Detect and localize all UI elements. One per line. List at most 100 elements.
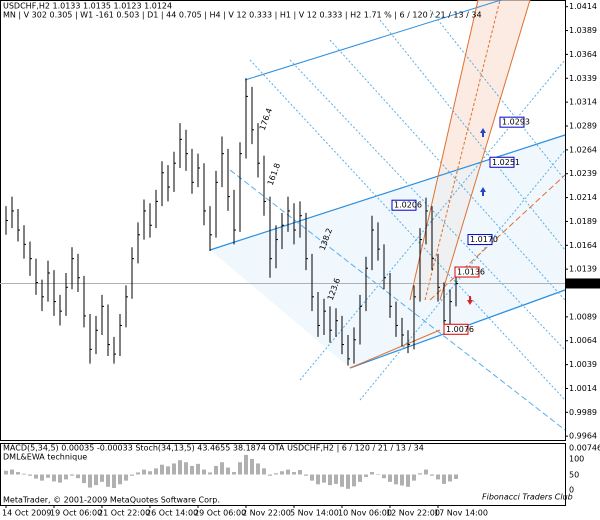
macd-bar	[22, 473, 26, 475]
fan-line	[409, 0, 479, 301]
price-label: 1.0206	[394, 201, 422, 210]
macd-bar	[100, 474, 104, 482]
y-tick-label: 1.0039	[569, 360, 597, 369]
y-tick-label: 1.0164	[569, 241, 597, 250]
y-tick-label: 1.0264	[569, 145, 597, 154]
channel-line	[244, 0, 503, 81]
macd-bar	[106, 474, 110, 487]
macd-bar	[436, 474, 440, 480]
macd-bar	[178, 460, 182, 475]
macd-bar	[46, 474, 50, 478]
macd-bar	[274, 473, 278, 475]
macd-bar	[322, 474, 326, 483]
macd-bar	[304, 474, 308, 476]
macd-bar	[406, 474, 410, 487]
indicator-axis-label: 50	[569, 471, 579, 480]
macd-bar	[52, 474, 56, 482]
macd-bar	[244, 454, 248, 475]
macd-bar	[124, 474, 128, 481]
macd-bar	[232, 472, 236, 475]
current-price-label: 1.0124	[569, 279, 597, 288]
macd-bar	[34, 474, 38, 479]
fan-line	[349, 329, 441, 369]
macd-bar	[376, 474, 380, 475]
macd-bar	[118, 474, 122, 485]
macd-bar	[220, 462, 224, 475]
x-tick-label: 5 Nov 14:00	[290, 509, 339, 518]
macd-bar	[268, 474, 272, 476]
indicator-frame	[0, 443, 566, 506]
indicator-axis-label: 0.00746	[569, 444, 600, 453]
indicator-axis-label: 0	[569, 486, 574, 495]
macd-bar	[94, 474, 98, 486]
subheader: MN | V 302 0.305 | W1 -161 0.503 | D1 | …	[3, 11, 482, 20]
y-tick-label: 1.0414	[569, 2, 597, 11]
macd-bar	[184, 462, 188, 475]
x-tick-label: 12 Nov 22:00	[386, 509, 440, 518]
arrow-up	[480, 187, 486, 196]
x-tick-label: 17 Nov 14:00	[434, 509, 488, 518]
y-tick-label: 1.0089	[569, 312, 597, 321]
drawing-tools	[209, 0, 566, 431]
fan-line	[439, 0, 531, 301]
y-tick-label: 0.9964	[569, 432, 597, 441]
main-frame	[0, 0, 566, 441]
macd-bar	[280, 471, 284, 475]
y-tick-label: 1.0314	[569, 98, 597, 107]
price-label: 1.0251	[492, 158, 520, 167]
macd-bar	[346, 474, 350, 489]
macd-bar	[256, 463, 260, 475]
dashed-line	[249, 59, 566, 401]
macd-bar	[58, 474, 62, 483]
macd-bar	[238, 462, 242, 475]
price-label: 1.0170	[470, 235, 498, 244]
macd-bar	[16, 472, 20, 475]
y-tick-label: 1.0139	[569, 265, 597, 274]
macd-bar	[142, 469, 146, 475]
macd-bar	[112, 474, 116, 488]
macd-bar	[430, 474, 434, 476]
y-tick-label: 1.0014	[569, 384, 597, 393]
macd-bar	[286, 469, 290, 475]
y-tick-label: 1.0289	[569, 121, 597, 130]
macd-bar	[400, 474, 404, 486]
macd-bar	[202, 469, 206, 475]
fan-line	[429, 174, 566, 301]
macd-bar	[160, 464, 164, 475]
arrow-down	[467, 296, 473, 305]
y-tick-label: 1.0339	[569, 74, 597, 83]
macd-bar	[388, 474, 392, 482]
price-label-box	[454, 266, 480, 278]
macd-bar	[328, 474, 332, 486]
macd-bar	[316, 474, 320, 485]
macd-bar	[370, 472, 374, 475]
macd-bar	[70, 474, 74, 476]
dashed-line	[329, 39, 566, 301]
x-tick-label: 29 Oct 06:00	[194, 509, 246, 518]
dashed-line	[229, 169, 566, 431]
macd-bar	[190, 465, 194, 475]
macd-bar	[352, 474, 356, 487]
indicator-axis-label: 100	[569, 455, 584, 464]
channel-fill	[210, 135, 565, 368]
macd-bar	[172, 463, 176, 475]
macd-bar	[424, 469, 428, 475]
macd-bar	[250, 458, 254, 475]
x-tick-label: 21 Oct 22:00	[98, 509, 150, 518]
price-label: 1.0136	[457, 268, 485, 277]
macd-bar	[418, 473, 422, 475]
macd-bar	[382, 474, 386, 479]
dashed-line	[299, 59, 566, 381]
macd-bar	[76, 474, 80, 479]
macd-bar	[154, 468, 158, 475]
y-tick-label: 1.0189	[569, 217, 597, 226]
macd-bar	[334, 474, 338, 484]
macd-bar	[82, 474, 86, 484]
macd-bar	[226, 467, 230, 475]
indicator-subtitle: DML&EWA technique	[3, 453, 87, 462]
y-tick-label: 1.0364	[569, 50, 597, 59]
price-label-box	[443, 323, 469, 335]
y-tick-label: 0.9989	[569, 408, 597, 417]
macd-bar	[130, 474, 134, 476]
